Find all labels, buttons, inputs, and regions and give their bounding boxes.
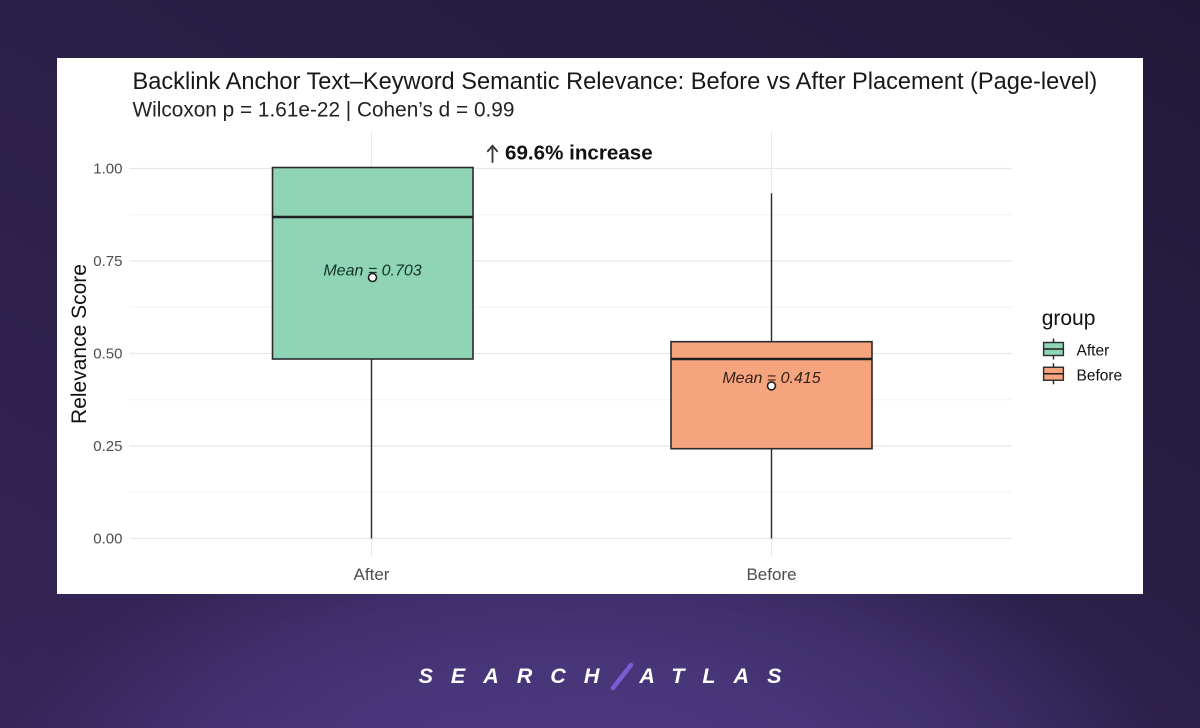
svg-text:69.6% increase: 69.6% increase — [505, 142, 653, 165]
svg-text:After: After — [354, 565, 390, 584]
svg-text:0.50: 0.50 — [93, 346, 122, 363]
svg-text:After: After — [1077, 343, 1110, 360]
svg-text:1.00: 1.00 — [93, 161, 122, 178]
svg-text:0.00: 0.00 — [93, 531, 122, 548]
svg-text:Backlink Anchor Text–Keyword S: Backlink Anchor Text–Keyword Semantic Re… — [133, 69, 1098, 95]
svg-text:0.25: 0.25 — [93, 438, 122, 455]
svg-text:Mean = 0.703: Mean = 0.703 — [323, 263, 421, 280]
svg-text:Wilcoxon p = 1.61e-22 | Cohen’: Wilcoxon p = 1.61e-22 | Cohen’s d = 0.99 — [133, 99, 515, 122]
svg-text:Before: Before — [746, 565, 796, 584]
svg-text:0.75: 0.75 — [93, 253, 122, 270]
svg-text:group: group — [1042, 307, 1096, 330]
svg-text:Before: Before — [1077, 368, 1123, 385]
svg-text:Relevance Score: Relevance Score — [68, 264, 91, 424]
svg-text:Mean = 0.415: Mean = 0.415 — [722, 370, 820, 387]
